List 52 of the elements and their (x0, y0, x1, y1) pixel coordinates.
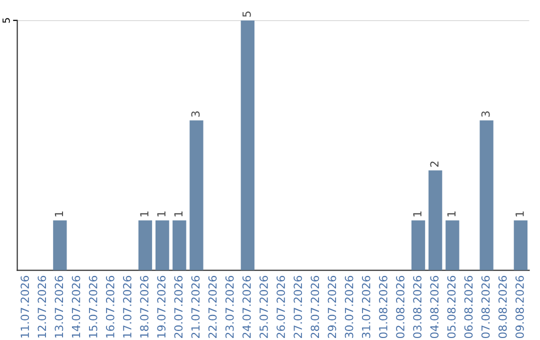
bar (240, 20, 254, 270)
bar (156, 220, 170, 270)
bar (446, 220, 460, 270)
data-label: 3 (481, 111, 490, 117)
bar (190, 120, 204, 270)
data-label: 1 (174, 212, 182, 216)
x-tick-label: 08.08.2026 (498, 276, 507, 338)
x-tick-label: 03.08.2026 (413, 276, 422, 338)
x-tick-label: 23.07.2026 (225, 276, 234, 338)
x-tick-label: 18.07.2026 (140, 276, 148, 338)
bar (172, 220, 186, 270)
x-tick-label: 30.07.2026 (344, 276, 354, 338)
x-tick-label: 17.07.2026 (123, 276, 132, 338)
bar (138, 220, 152, 270)
data-label: 1 (157, 212, 166, 216)
data-label: 1 (413, 212, 422, 216)
data-label: 5 (242, 12, 251, 17)
x-tick-label: 04.08.2026 (430, 276, 439, 338)
x-tick-label: 15.07.2026 (88, 276, 98, 338)
bar (411, 220, 426, 270)
data-label: 3 (191, 111, 200, 117)
data-label: 1 (447, 212, 456, 216)
x-tick-label: 27.07.2026 (294, 276, 302, 338)
x-tick-label: 22.07.2026 (208, 276, 217, 338)
x-tick-label: 25.07.2026 (260, 276, 268, 338)
data-label: 2 (430, 162, 438, 167)
data-label: 1 (516, 212, 524, 216)
x-tick-label: 29.07.2026 (328, 276, 336, 338)
bar (480, 120, 494, 270)
data-label: 1 (54, 212, 64, 216)
x-tick-label: 09.08.2026 (515, 276, 524, 338)
x-tick-label: 20.07.2026 (174, 276, 183, 338)
x-tick-label: 02.08.2026 (396, 276, 404, 338)
bar (428, 170, 442, 270)
x-tick-label: 01.08.2026 (378, 276, 388, 338)
x-tick-label: 05.08.2026 (447, 276, 456, 338)
data-label: 1 (140, 212, 148, 216)
x-tick-label: 26.07.2026 (276, 276, 285, 338)
x-tick-label: 12.07.2026 (38, 276, 46, 338)
x-tick-label: 06.08.2026 (464, 276, 473, 338)
bar (53, 220, 67, 270)
x-tick-label: 14.07.2026 (72, 276, 80, 338)
x-tick-label: 28.07.2026 (310, 276, 320, 338)
x-tick-label: 31.07.2026 (362, 276, 370, 338)
bar (514, 220, 528, 270)
x-tick-label: 21.07.2026 (191, 276, 200, 338)
x-tick-label: 16.07.2026 (106, 276, 114, 338)
x-tick-label: 19.07.2026 (157, 276, 166, 338)
x-tick-label: 07.08.2026 (481, 276, 490, 338)
x-tick-label: 24.07.2026 (242, 276, 251, 338)
x-tick-label: 11.07.2026 (20, 276, 30, 338)
x-tick-label: 13.07.2026 (54, 276, 64, 338)
